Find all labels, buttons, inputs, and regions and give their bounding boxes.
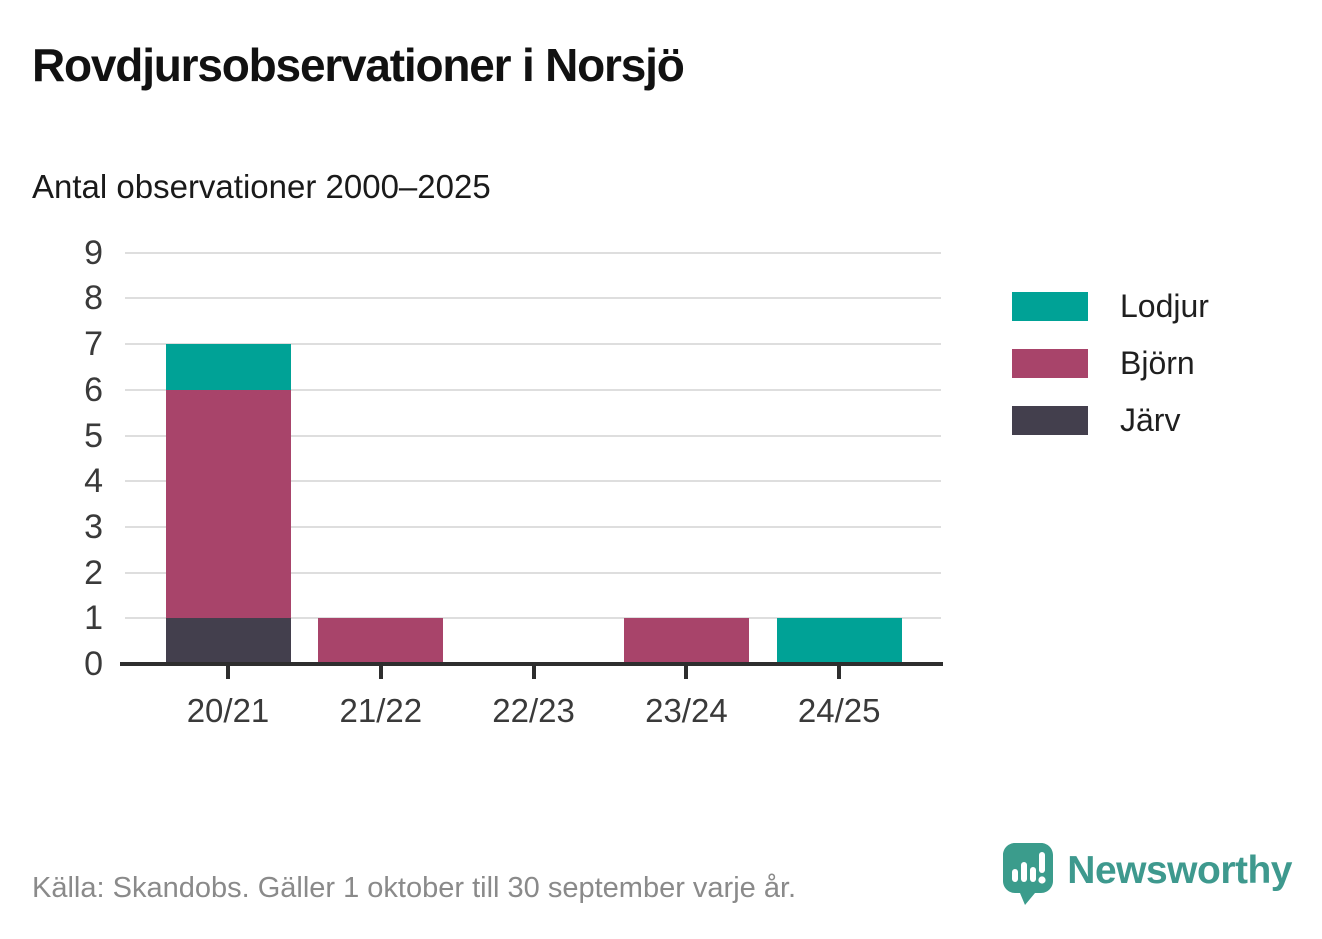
source-text: Källa: Skandobs. Gäller 1 oktober till 3… [32, 872, 797, 904]
legend-label-jarv: Järv [1120, 402, 1181, 438]
y-axis-label: 1 [84, 599, 103, 638]
legend-swatch-lodjur [1012, 292, 1088, 321]
gridline-6 [125, 388, 941, 391]
bar-20/21-Lodjur [165, 344, 291, 390]
chart-title: Rovdjursobservationer i Norsjö [32, 39, 685, 91]
y-axis-label: 9 [84, 233, 103, 272]
y-axis-label: 0 [84, 645, 103, 683]
x-axis-tick [837, 666, 842, 679]
legend-item-bjorn: Björn [1012, 345, 1209, 381]
y-axis-label: 5 [84, 416, 103, 455]
legend-item-lodjur: Lodjur [1012, 288, 1209, 324]
y-axis-label: 7 [84, 325, 103, 364]
y-axis-label: 2 [84, 553, 103, 592]
chart-subtitle: Antal observationer 2000–2025 [32, 168, 491, 205]
bar-24/25-Lodjur [776, 618, 902, 664]
gridline-1 [125, 617, 941, 620]
x-axis-tick [684, 666, 689, 679]
legend-label-lodjur: Lodjur [1120, 288, 1209, 324]
gridline-4 [125, 480, 941, 483]
legend-item-jarv: Järv [1012, 402, 1209, 438]
y-axis-label: 6 [84, 370, 103, 409]
legend-swatch-bjorn [1012, 349, 1088, 378]
gridline-5 [125, 434, 941, 437]
newsworthy-pin-barchart-icon [1003, 843, 1054, 905]
gridline-2 [125, 571, 941, 574]
x-axis-tick [531, 666, 536, 679]
gridline-7 [125, 343, 941, 346]
bar-20/21-Björn [165, 389, 291, 619]
x-axis-tick [226, 666, 230, 679]
bar-21/22-Björn [318, 618, 444, 664]
legend-swatch-jarv [1012, 406, 1088, 435]
gridline-8 [125, 297, 941, 300]
gridline-3 [125, 525, 941, 528]
x-axis-line [120, 662, 943, 666]
x-axis-label-20/21: 20/21 [186, 692, 270, 729]
bar-23/24-Björn [623, 618, 749, 664]
x-axis-tick [378, 666, 383, 679]
gridline-9 [125, 251, 941, 254]
x-axis-label-21/22: 21/22 [339, 692, 423, 729]
x-axis-label-23/24: 23/24 [645, 692, 728, 729]
legend: Lodjur Björn Järv [1012, 288, 1209, 461]
y-axis-label: 4 [84, 462, 103, 501]
x-axis-label-22/23: 22/23 [492, 692, 575, 729]
y-axis-label: 3 [84, 507, 103, 546]
legend-label-bjorn: Björn [1120, 345, 1195, 381]
y-axis-label: 8 [84, 279, 103, 318]
bar-20/21-Järv [165, 618, 291, 664]
x-axis-label-24/25: 24/25 [797, 692, 881, 729]
newsworthy-logo: Newsworthy [1003, 843, 1292, 907]
newsworthy-wordmark: Newsworthy [1067, 849, 1292, 892]
